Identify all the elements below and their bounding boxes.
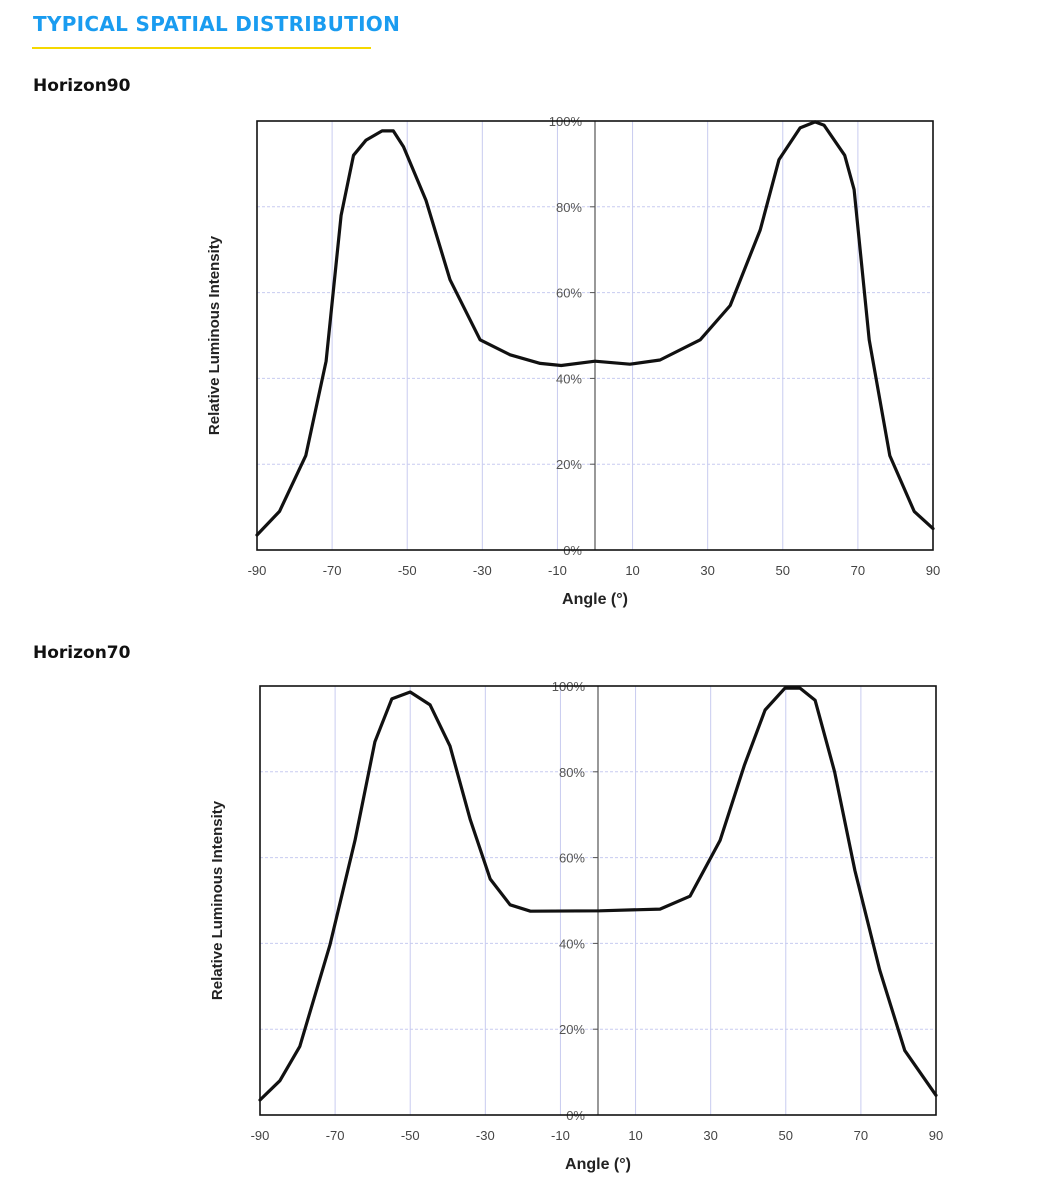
y-tick-label: 40%: [559, 936, 585, 951]
x-tick-label: -10: [551, 1128, 570, 1143]
x-tick-label: 30: [703, 1128, 717, 1143]
x-tick-label: 50: [776, 563, 790, 578]
x-tick-label: 10: [628, 1128, 642, 1143]
y-tick-label: 40%: [556, 371, 582, 386]
y-tick-label: 20%: [556, 457, 582, 472]
intensity-curve: [258, 686, 938, 1102]
x-tick-label: -90: [248, 563, 267, 578]
plot-frame: [259, 685, 937, 1116]
chart-title-horizon70: Horizon70: [33, 643, 131, 663]
title-underline: [32, 47, 371, 49]
y-tick-label: 80%: [556, 200, 582, 215]
x-tick-label: 50: [779, 1128, 793, 1143]
x-tick-label: -90: [251, 1128, 270, 1143]
chart-title-horizon90: Horizon90: [33, 76, 131, 96]
intensity-curve: [255, 120, 935, 537]
chart-horizon90: -90 -70 -50 -30 -10 10 30 50 70 900%20%40%60%80%1…: [206, 114, 940, 608]
x-axis-title: Angle (°): [562, 591, 628, 608]
section-title: TYPICAL SPATIAL DISTRIBUTION: [33, 12, 401, 36]
y-tick-label: 80%: [559, 765, 585, 780]
y-tick-label: 20%: [559, 1022, 585, 1037]
chart-horizon70: -90 -70 -50 -30 -10 10 30 50 70 900%20%40%60%80%1…: [209, 679, 943, 1173]
x-tick-label: -30: [476, 1128, 495, 1143]
x-tick-label: 90: [926, 563, 940, 578]
x-tick-label: 70: [854, 1128, 868, 1143]
x-tick-label: 90: [929, 1128, 943, 1143]
x-tick-label: 10: [625, 563, 639, 578]
x-tick-label: -70: [323, 563, 342, 578]
x-tick-label: -30: [473, 563, 492, 578]
y-axis-title: Relative Luminous Intensity: [206, 235, 223, 435]
x-tick-label: -10: [548, 563, 567, 578]
plot-frame: [256, 120, 934, 551]
y-tick-label: 60%: [559, 851, 585, 866]
x-tick-label: -50: [398, 563, 417, 578]
x-axis-title: Angle (°): [565, 1156, 631, 1173]
y-axis-title: Relative Luminous Intensity: [209, 800, 226, 1000]
x-tick-label: -50: [401, 1128, 420, 1143]
x-tick-label: 70: [851, 563, 865, 578]
x-tick-label: -70: [326, 1128, 345, 1143]
x-tick-label: 30: [700, 563, 714, 578]
y-tick-label: 60%: [556, 286, 582, 301]
